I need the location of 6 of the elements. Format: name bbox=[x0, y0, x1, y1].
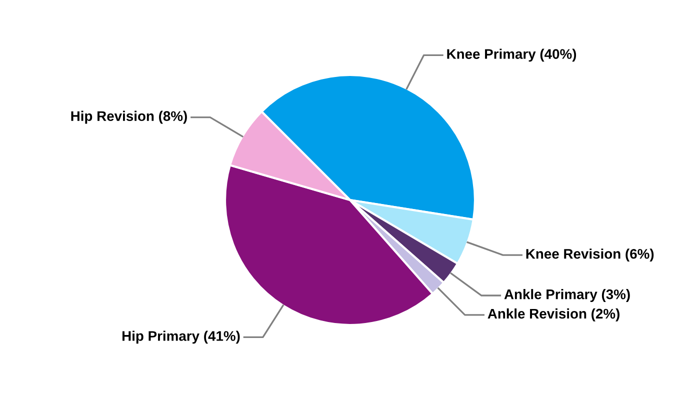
slice-label: Ankle Primary (3%) bbox=[504, 289, 630, 302]
slice-label: Ankle Revision (2%) bbox=[488, 308, 620, 322]
slice-label: Hip Revision (8%) bbox=[71, 110, 187, 124]
slice-label: Knee Primary (40%) bbox=[447, 48, 576, 62]
slice-label: Hip Primary (41%) bbox=[122, 330, 240, 344]
slice-label: Knee Revision (6%) bbox=[526, 248, 654, 262]
